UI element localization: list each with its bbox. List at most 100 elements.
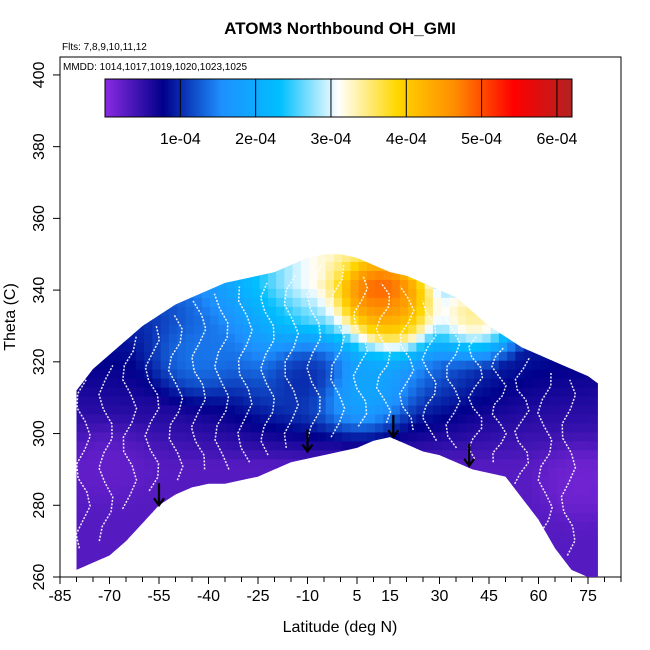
y-tick-label: 280 <box>31 492 48 519</box>
heatmap-cell <box>441 351 450 361</box>
heatmap-cell <box>408 404 417 415</box>
heatmap-cell <box>564 512 574 522</box>
heatmap-cell <box>573 449 582 460</box>
heatmap-cell <box>226 342 236 352</box>
heatmap-cell <box>119 413 129 424</box>
heatmap-cell <box>540 440 549 451</box>
heatmap-cell <box>498 369 508 379</box>
heatmap-cell <box>86 458 96 469</box>
heatmap-cell <box>325 270 335 280</box>
heatmap-cell <box>531 431 541 442</box>
heatmap-cell <box>573 557 582 567</box>
heatmap-cell <box>350 254 360 262</box>
heatmap-cell <box>408 297 417 307</box>
heatmap-cell <box>111 386 120 397</box>
heatmap-cell <box>144 422 153 433</box>
heatmap-cell <box>441 413 450 424</box>
heatmap-cell <box>251 449 261 460</box>
heatmap-cell <box>309 360 318 370</box>
heatmap-cell <box>193 476 203 487</box>
heatmap-cell <box>168 476 178 487</box>
heatmap-cell <box>375 378 384 388</box>
heatmap-cell <box>135 422 145 433</box>
heatmap-cell <box>76 422 79 433</box>
heatmap-cell <box>111 413 120 424</box>
heatmap-cell <box>185 306 195 316</box>
heatmap-cell <box>234 351 244 361</box>
heatmap-cell <box>507 360 516 370</box>
heatmap-cell <box>350 279 360 289</box>
heatmap-cell <box>333 422 343 433</box>
heatmap-cell <box>350 422 360 433</box>
heatmap-cell <box>391 431 401 442</box>
heatmap-cell <box>581 422 591 433</box>
heatmap-cell <box>127 476 137 487</box>
heatmap-cell <box>185 351 195 361</box>
colorbar-tick-label: 4e-04 <box>386 131 427 148</box>
heatmap-cell <box>589 413 598 424</box>
heatmap-cell <box>333 254 343 262</box>
heatmap-cell <box>234 404 244 415</box>
heatmap-cell <box>102 521 112 531</box>
heatmap-cell <box>267 431 277 442</box>
heatmap-cell <box>507 431 516 442</box>
heatmap-cell <box>210 378 219 388</box>
heatmap-cell <box>416 413 426 424</box>
heatmap-cell <box>168 386 178 397</box>
heatmap-cell <box>76 539 79 549</box>
heatmap-cell <box>482 395 492 406</box>
heatmap-cell <box>201 333 211 343</box>
heatmap-cell <box>375 360 384 370</box>
heatmap-cell <box>358 306 368 316</box>
heatmap-cell <box>135 431 145 442</box>
heatmap-cell <box>119 503 129 514</box>
heatmap-cell <box>432 395 442 406</box>
heatmap-cell <box>474 386 483 397</box>
heatmap-cell <box>309 369 318 379</box>
heatmap-cell <box>94 440 104 451</box>
heatmap-cell <box>358 413 368 424</box>
heatmap-cell <box>111 422 120 433</box>
x-tick-label: 45 <box>480 588 498 605</box>
heatmap-cell <box>94 494 104 505</box>
heatmap-cell <box>300 342 310 352</box>
heatmap-cell <box>432 431 442 442</box>
heatmap-cell <box>399 297 409 307</box>
heatmap-cell <box>325 254 335 262</box>
y-tick-label: 400 <box>31 61 48 88</box>
heatmap-cell <box>540 449 549 460</box>
heatmap-cell <box>399 306 409 316</box>
heatmap-cell <box>474 369 483 379</box>
heatmap-cell <box>325 360 335 370</box>
heatmap-cell <box>226 467 236 478</box>
heatmap-cell <box>168 315 178 325</box>
heatmap-cell <box>317 351 327 361</box>
heatmap-cell <box>350 261 360 271</box>
heatmap-cell <box>573 404 582 415</box>
heatmap-cell <box>581 404 591 415</box>
heatmap-cell <box>333 324 343 334</box>
heatmap-cell <box>350 386 360 397</box>
heatmap-cell <box>218 369 228 379</box>
heatmap-cell <box>573 413 582 424</box>
heatmap-cell <box>300 279 310 289</box>
heatmap-cell <box>515 395 525 406</box>
heatmap-cell <box>581 458 591 469</box>
heatmap-cell <box>309 306 318 316</box>
heatmap-cell <box>325 422 335 433</box>
heatmap-cell <box>556 503 566 514</box>
colorbar-fill <box>104 78 573 118</box>
heatmap-cell <box>119 485 129 496</box>
heatmap-cell <box>218 458 228 469</box>
heatmap-cell <box>465 422 475 433</box>
heatmap-cell <box>76 440 79 451</box>
heatmap-cell <box>465 324 475 334</box>
heatmap-cell <box>465 306 475 316</box>
heatmap-cell <box>226 351 236 361</box>
heatmap-cell <box>243 378 252 388</box>
heatmap-cell <box>399 378 409 388</box>
heatmap-cell <box>300 404 310 415</box>
heatmap-cell <box>589 503 598 514</box>
heatmap-cell <box>457 360 467 370</box>
heatmap-cell <box>490 378 500 388</box>
